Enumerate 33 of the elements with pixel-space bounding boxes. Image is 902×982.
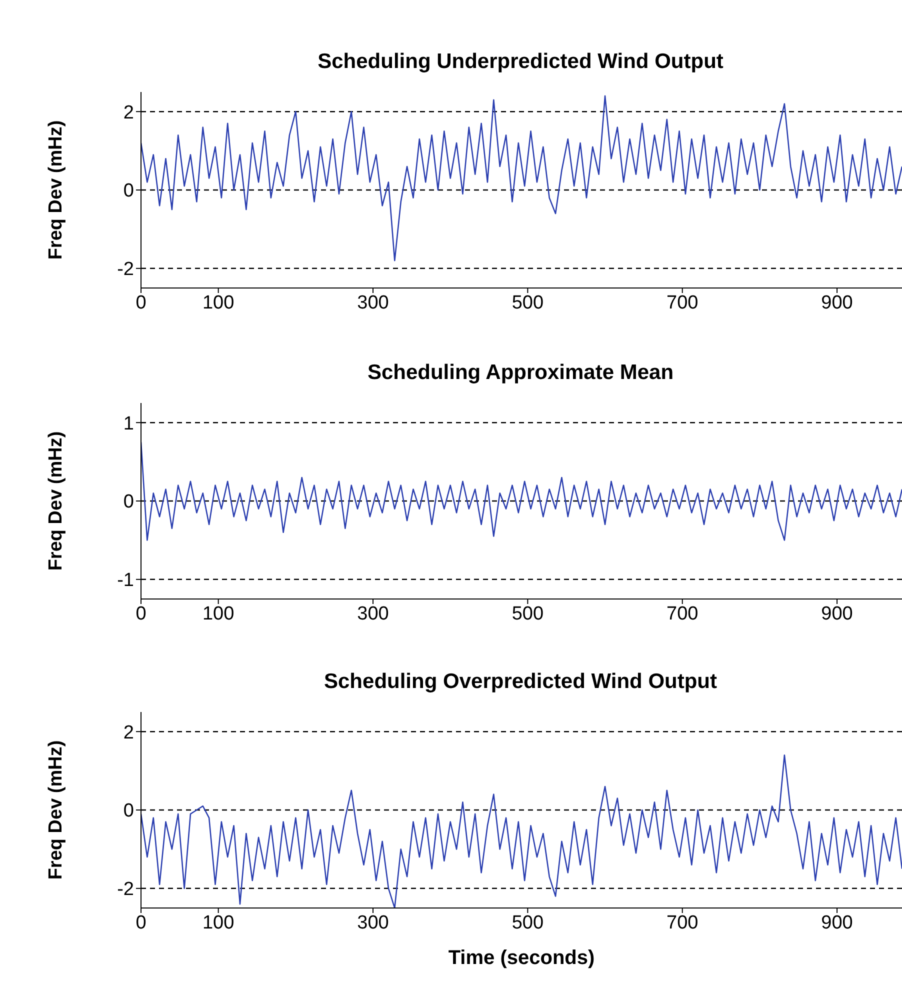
y-tick-label: 0 <box>123 492 134 513</box>
x-tick-label: 500 <box>512 912 544 934</box>
x-tick-label: 100 <box>202 292 234 314</box>
y-tick-label: -1 <box>117 570 134 592</box>
x-tick-label: 300 <box>357 603 389 624</box>
chart-title: Scheduling Underpredicted Wind Output <box>316 49 724 75</box>
x-tick-label: 900 <box>821 603 853 624</box>
y-tick-label: 2 <box>123 102 134 124</box>
x-tick-label: 100 <box>202 603 234 624</box>
y-axis-title: Freq Dev (mHz) <box>46 431 67 571</box>
y-tick-label: 2 <box>123 722 134 744</box>
x-tick-label: 500 <box>512 292 544 314</box>
x-tick-label: 900 <box>821 292 853 314</box>
chart-title: Scheduling Approximate Mean <box>366 360 675 386</box>
x-tick-label: 500 <box>512 603 544 624</box>
x-tick-label: 700 <box>666 603 698 624</box>
y-tick-label: 0 <box>123 800 134 822</box>
y-tick-label: 1 <box>123 413 134 434</box>
y-axis-title: Freq Dev (mHz) <box>46 120 67 260</box>
x-axis-title: Time (seconds) <box>448 947 595 969</box>
line-series <box>141 95 902 262</box>
y-tick-label: -2 <box>117 259 134 280</box>
x-tick-label: 900 <box>821 912 853 934</box>
x-tick-label: 100 <box>202 912 234 934</box>
x-tick-label: 700 <box>666 912 698 934</box>
y-tick-label: -2 <box>117 879 134 900</box>
x-tick-label: 300 <box>357 292 389 314</box>
y-tick-label: 0 <box>123 180 134 202</box>
x-tick-label: 700 <box>666 292 698 314</box>
y-axis-title: Freq Dev (mHz) <box>46 740 67 880</box>
line-series <box>141 442 902 541</box>
x-tick-label: 300 <box>357 912 389 934</box>
chart-title: Scheduling Overpredicted Wind Output <box>323 669 718 695</box>
